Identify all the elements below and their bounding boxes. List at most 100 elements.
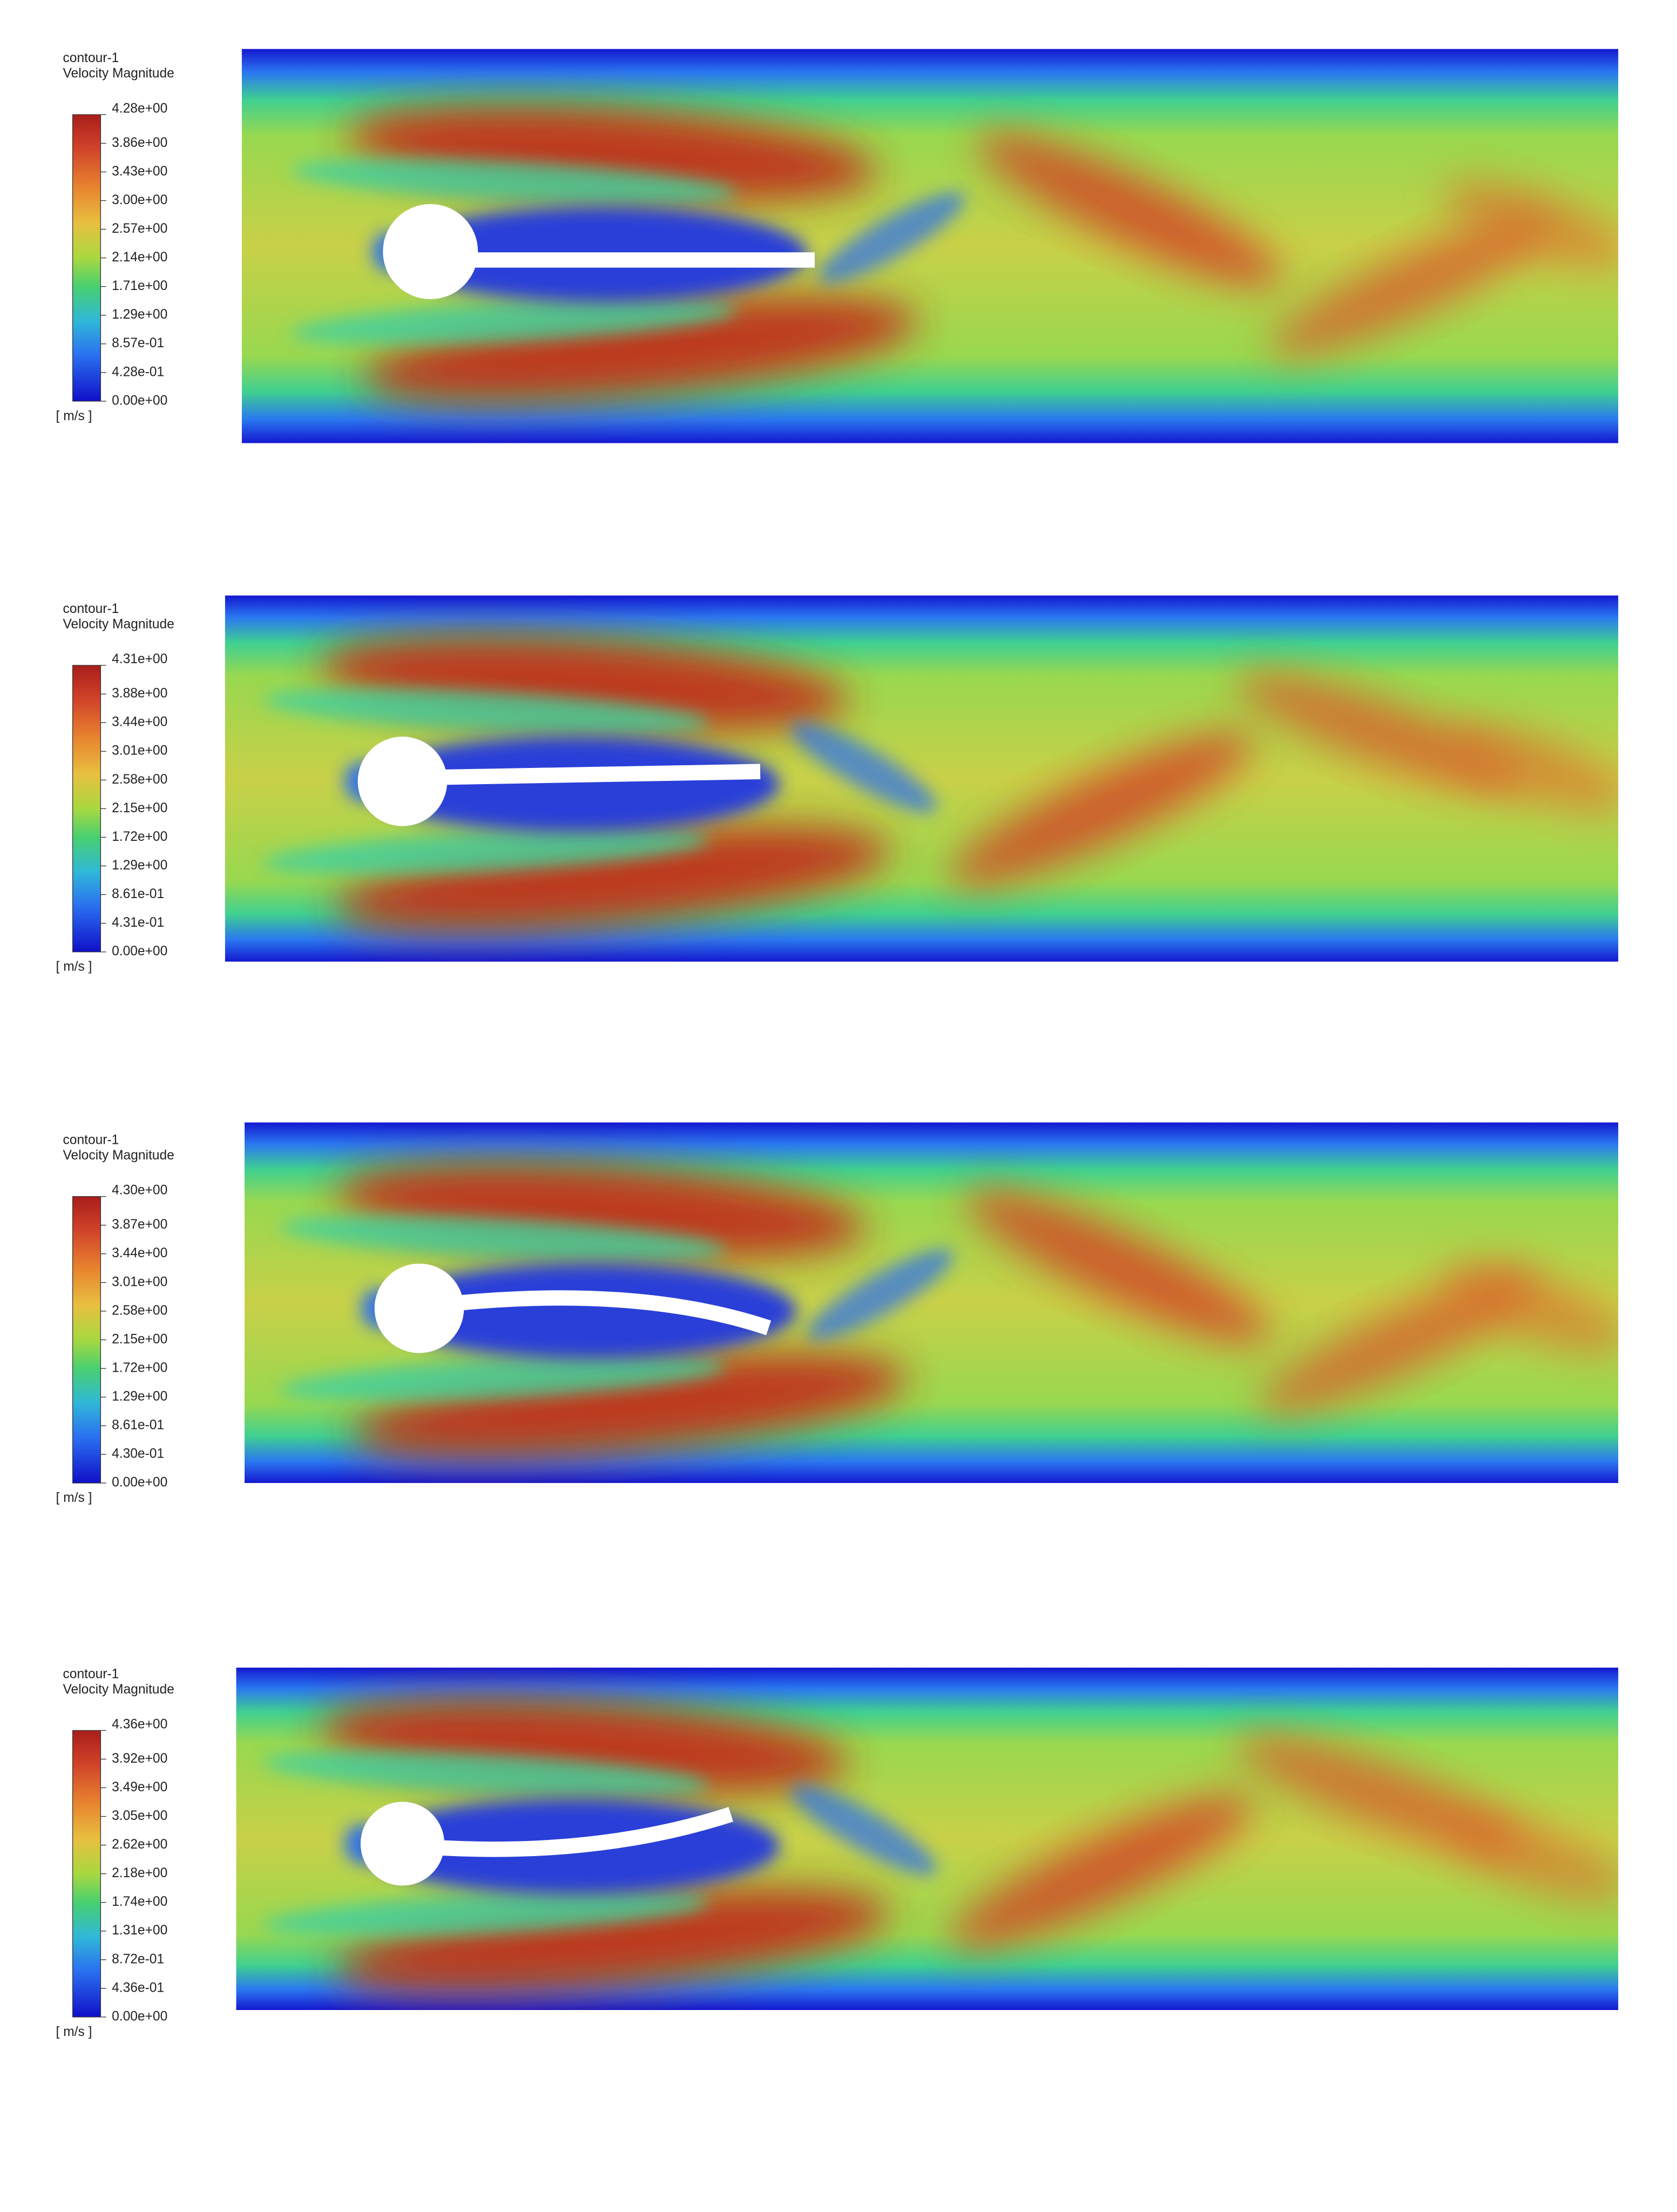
tick-label: 3.01e+00 (112, 1274, 167, 1289)
tick-label: 3.01e+00 (112, 744, 167, 758)
flow-region (263, 689, 710, 734)
tick-label: 2.14e+00 (112, 250, 167, 265)
cylinder (357, 737, 448, 826)
tick-label: 2.18e+00 (112, 1866, 167, 1880)
flexible-plate (444, 764, 761, 785)
flow-region (290, 159, 738, 205)
flow-region (807, 1249, 954, 1340)
tick-label: 3.87e+00 (112, 1217, 167, 1232)
tick-label: 2.62e+00 (112, 1837, 167, 1852)
legend-title: contour-1 (63, 51, 119, 65)
tick-label: 2.58e+00 (112, 1303, 167, 1318)
tick-label: 2.15e+00 (112, 1332, 167, 1346)
tick-label: 3.44e+00 (112, 715, 167, 730)
tick-label: 3.00e+00 (112, 193, 167, 207)
cylinder (360, 1802, 445, 1886)
tick-label: 4.36e+00 (112, 1717, 167, 1731)
flow-region (360, 737, 780, 832)
tick-label: 4.28e+00 (112, 101, 167, 116)
legend-variable: Velocity Magnitude (63, 1148, 174, 1163)
legend-title: contour-1 (63, 602, 119, 616)
cylinder (383, 204, 478, 299)
flow-region (263, 1751, 710, 1797)
flow-region (350, 1353, 907, 1460)
cylinder (374, 1263, 464, 1353)
tick-label: 1.72e+00 (112, 830, 167, 844)
tick-label: 0.00e+00 (112, 393, 167, 408)
tick-label: 8.61e-01 (112, 1418, 164, 1433)
tick-label: 1.29e+00 (112, 858, 167, 873)
legend-variable: Velocity Magnitude (63, 1682, 174, 1697)
flow-region (818, 192, 965, 283)
flow-region (1268, 215, 1549, 358)
legend-title: contour-1 (63, 1133, 119, 1148)
flow-region (965, 1189, 1271, 1344)
tick-label: 4.31e+00 (112, 652, 167, 666)
flow-region (334, 1888, 890, 1995)
tick-label: 1.31e+00 (112, 1923, 167, 1938)
flow-region (377, 1263, 797, 1359)
colorbar (72, 114, 102, 402)
tick-label: 1.74e+00 (112, 1894, 167, 1909)
flow-region (334, 826, 890, 933)
legend-unit: [ m/s ] (56, 960, 92, 974)
tick-label: 3.86e+00 (112, 136, 167, 150)
flow-region (263, 828, 710, 874)
tick-label: 8.61e-01 (112, 887, 164, 901)
legend-title: contour-1 (63, 1667, 119, 1681)
legend-unit: [ m/s ] (56, 409, 92, 423)
flow-region (290, 299, 738, 345)
legend-variable: Velocity Magnitude (63, 617, 174, 631)
tick-label: 1.72e+00 (112, 1360, 167, 1375)
flow-region (790, 1784, 937, 1875)
tick-label: 4.31e-01 (112, 915, 164, 930)
flexible-plate (460, 1290, 772, 1336)
legend-unit: [ m/s ] (56, 2025, 92, 2039)
flow-region (976, 132, 1282, 287)
tick-label: 0.00e+00 (112, 2009, 167, 2024)
flow-region (1236, 672, 1526, 793)
colorbar (72, 1730, 102, 2018)
velocity-field (241, 49, 1619, 443)
tick-label: 4.28e-01 (112, 365, 164, 379)
flow-region (948, 732, 1254, 887)
tick-label: 8.72e-01 (112, 1952, 164, 1966)
tick-label: 1.29e+00 (112, 307, 167, 322)
flow-region (1442, 179, 1619, 268)
flow-region (1442, 1813, 1619, 1902)
tick-label: 3.92e+00 (112, 1751, 167, 1766)
flow-region (263, 1891, 710, 1937)
tick-label: 3.43e+00 (112, 164, 167, 179)
colorbar (72, 1196, 102, 1483)
tick-label: 0.00e+00 (112, 944, 167, 959)
flexible-plate (441, 1807, 734, 1857)
tick-label: 4.30e+00 (112, 1183, 167, 1198)
tick-label: 3.44e+00 (112, 1246, 167, 1260)
tick-label: 1.29e+00 (112, 1390, 167, 1404)
legend-unit: [ m/s ] (56, 1491, 92, 1505)
flow-region (790, 722, 937, 813)
tick-label: 3.49e+00 (112, 1780, 167, 1795)
tick-label: 4.30e-01 (112, 1447, 164, 1461)
flow-region (1442, 1264, 1619, 1353)
flow-region (1442, 723, 1619, 812)
tick-label: 8.57e-01 (112, 336, 164, 350)
tick-label: 4.36e-01 (112, 1980, 164, 1995)
tick-label: 3.88e+00 (112, 686, 167, 701)
flow-region (280, 1216, 727, 1262)
tick-label: 2.58e+00 (112, 772, 167, 787)
legend-variable: Velocity Magnitude (63, 66, 174, 81)
tick-label: 2.57e+00 (112, 221, 167, 236)
flow-region (948, 1794, 1254, 1949)
tick-label: 0.00e+00 (112, 1475, 167, 1490)
tick-label: 3.05e+00 (112, 1809, 167, 1823)
colorbar (72, 665, 102, 953)
tick-label: 1.71e+00 (112, 279, 167, 293)
velocity-field (225, 595, 1619, 962)
velocity-field (236, 1667, 1619, 2010)
velocity-field (244, 1122, 1619, 1483)
